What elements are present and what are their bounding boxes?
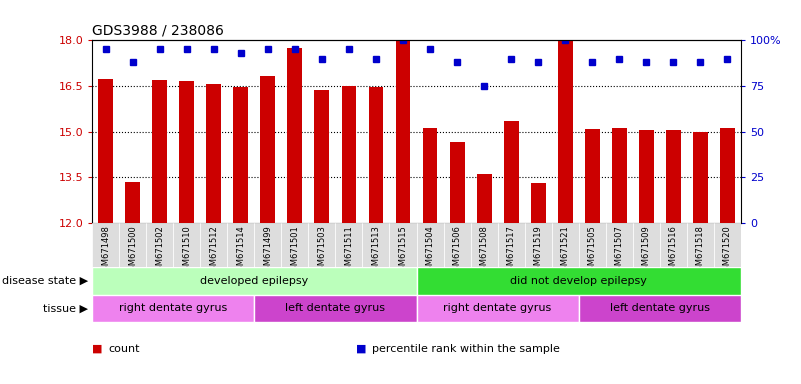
Bar [281, 223, 308, 267]
Text: GSM671516: GSM671516 [669, 225, 678, 276]
Text: ■: ■ [92, 344, 103, 354]
Bar [389, 223, 417, 267]
Text: right dentate gyrus: right dentate gyrus [119, 303, 227, 313]
Bar [341, 86, 356, 223]
Bar [666, 130, 681, 223]
Text: ■: ■ [356, 344, 367, 354]
Text: disease state ▶: disease state ▶ [2, 276, 88, 286]
Bar [92, 267, 417, 295]
Bar [579, 223, 606, 267]
Bar [396, 40, 410, 223]
Bar [525, 223, 552, 267]
Text: developed epilepsy: developed epilepsy [200, 276, 308, 286]
Text: GSM671507: GSM671507 [615, 225, 624, 276]
Bar [119, 223, 146, 267]
Text: GSM671519: GSM671519 [533, 225, 542, 276]
Text: GSM671513: GSM671513 [372, 225, 380, 276]
Text: GSM671508: GSM671508 [480, 225, 489, 276]
Text: GSM671512: GSM671512 [209, 225, 218, 276]
Text: tissue ▶: tissue ▶ [43, 303, 88, 313]
Bar [444, 223, 471, 267]
Text: GSM671499: GSM671499 [264, 225, 272, 276]
Bar [504, 121, 518, 223]
Text: GSM671515: GSM671515 [399, 225, 408, 276]
Text: did not develop epilepsy: did not develop epilepsy [510, 276, 647, 286]
Bar [720, 129, 735, 223]
Bar [579, 295, 741, 322]
Bar [173, 223, 200, 267]
Bar [417, 295, 578, 322]
Bar [639, 130, 654, 223]
Bar [207, 84, 221, 223]
Text: GSM671503: GSM671503 [317, 225, 326, 276]
Bar [714, 223, 741, 267]
Text: GSM671502: GSM671502 [155, 225, 164, 276]
Text: GSM671511: GSM671511 [344, 225, 353, 276]
Bar [308, 223, 336, 267]
Bar [417, 267, 741, 295]
Bar [633, 223, 660, 267]
Bar [288, 48, 302, 223]
Bar [423, 129, 437, 223]
Text: GSM671510: GSM671510 [183, 225, 191, 276]
Bar [362, 223, 389, 267]
Bar [557, 40, 573, 223]
Bar [92, 223, 119, 267]
Bar [315, 90, 329, 223]
Bar [146, 223, 173, 267]
Text: GSM671509: GSM671509 [642, 225, 650, 276]
Bar [552, 223, 579, 267]
Bar [260, 76, 276, 223]
Text: GSM671504: GSM671504 [425, 225, 434, 276]
Bar [531, 183, 545, 223]
Text: right dentate gyrus: right dentate gyrus [444, 303, 552, 313]
Bar [687, 223, 714, 267]
Bar [179, 81, 194, 223]
Text: GSM671506: GSM671506 [453, 225, 461, 276]
Text: GSM671498: GSM671498 [101, 225, 110, 276]
Text: GSM671505: GSM671505 [588, 225, 597, 276]
Bar [417, 223, 444, 267]
Bar [92, 295, 255, 322]
Bar [152, 80, 167, 223]
Text: left dentate gyrus: left dentate gyrus [610, 303, 710, 313]
Text: GSM671514: GSM671514 [236, 225, 245, 276]
Bar [233, 88, 248, 223]
Bar [471, 223, 497, 267]
Text: GDS3988 / 238086: GDS3988 / 238086 [92, 24, 224, 38]
Bar [497, 223, 525, 267]
Text: GSM671517: GSM671517 [507, 225, 516, 276]
Bar [449, 142, 465, 223]
Bar [585, 129, 600, 223]
Bar [125, 182, 140, 223]
Bar [227, 223, 255, 267]
Text: GSM671518: GSM671518 [696, 225, 705, 276]
Text: count: count [108, 344, 139, 354]
Bar [255, 223, 281, 267]
Text: left dentate gyrus: left dentate gyrus [285, 303, 385, 313]
Bar [660, 223, 687, 267]
Bar [606, 223, 633, 267]
Text: GSM671520: GSM671520 [723, 225, 732, 276]
Text: GSM671521: GSM671521 [561, 225, 570, 276]
Bar [255, 295, 417, 322]
Text: percentile rank within the sample: percentile rank within the sample [372, 344, 561, 354]
Bar [336, 223, 363, 267]
Bar [200, 223, 227, 267]
Bar [99, 79, 113, 223]
Bar [368, 88, 384, 223]
Bar [477, 174, 492, 223]
Text: GSM671501: GSM671501 [291, 225, 300, 276]
Bar [693, 132, 708, 223]
Bar [612, 129, 626, 223]
Text: GSM671500: GSM671500 [128, 225, 137, 276]
